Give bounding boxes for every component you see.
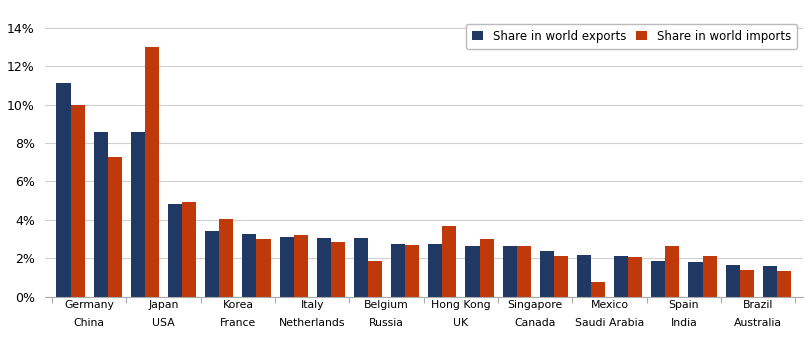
- Text: Netherlands: Netherlands: [279, 318, 345, 328]
- Bar: [131, 131, 145, 297]
- Bar: [242, 234, 256, 297]
- Bar: [71, 105, 84, 297]
- Bar: [368, 261, 382, 297]
- Bar: [205, 231, 219, 297]
- Bar: [665, 246, 680, 297]
- Bar: [168, 203, 182, 297]
- Text: France: France: [220, 318, 256, 328]
- Bar: [503, 246, 517, 297]
- Bar: [517, 246, 530, 297]
- Bar: [428, 244, 442, 297]
- Bar: [726, 265, 740, 297]
- Text: Japan: Japan: [148, 300, 178, 310]
- Bar: [145, 47, 159, 297]
- Text: Saudi Arabia: Saudi Arabia: [575, 318, 644, 328]
- Text: Korea: Korea: [222, 300, 253, 310]
- Bar: [591, 282, 605, 297]
- Bar: [577, 254, 591, 297]
- Text: Belgium: Belgium: [364, 300, 409, 310]
- Bar: [702, 256, 717, 297]
- Bar: [762, 266, 777, 297]
- Text: Russia: Russia: [369, 318, 404, 328]
- Text: Hong Kong: Hong Kong: [431, 300, 491, 310]
- Bar: [689, 262, 702, 297]
- Bar: [108, 157, 122, 297]
- Bar: [354, 238, 368, 297]
- Bar: [256, 239, 271, 297]
- Bar: [740, 270, 754, 297]
- Bar: [651, 261, 665, 297]
- Text: UK: UK: [453, 318, 469, 328]
- Bar: [479, 239, 494, 297]
- Legend: Share in world exports, Share in world imports: Share in world exports, Share in world i…: [466, 24, 797, 49]
- Text: India: India: [671, 318, 697, 328]
- Text: Canada: Canada: [514, 318, 556, 328]
- Bar: [280, 237, 294, 297]
- Bar: [554, 256, 568, 297]
- Bar: [316, 238, 331, 297]
- Text: China: China: [74, 318, 105, 328]
- Text: Australia: Australia: [734, 318, 783, 328]
- Bar: [442, 226, 457, 297]
- Bar: [406, 245, 419, 297]
- Bar: [777, 271, 791, 297]
- Text: Germany: Germany: [64, 300, 114, 310]
- Bar: [219, 219, 234, 297]
- Bar: [294, 235, 308, 297]
- Bar: [331, 242, 345, 297]
- Bar: [94, 131, 108, 297]
- Bar: [182, 202, 196, 297]
- Text: Spain: Spain: [669, 300, 699, 310]
- Bar: [629, 257, 642, 297]
- Text: USA: USA: [152, 318, 175, 328]
- Text: Mexico: Mexico: [590, 300, 629, 310]
- Bar: [391, 244, 406, 297]
- Bar: [540, 251, 554, 297]
- Text: Italy: Italy: [301, 300, 324, 310]
- Bar: [57, 84, 71, 297]
- Text: Singapore: Singapore: [508, 300, 563, 310]
- Bar: [614, 256, 629, 297]
- Bar: [466, 246, 479, 297]
- Text: Brazil: Brazil: [743, 300, 774, 310]
